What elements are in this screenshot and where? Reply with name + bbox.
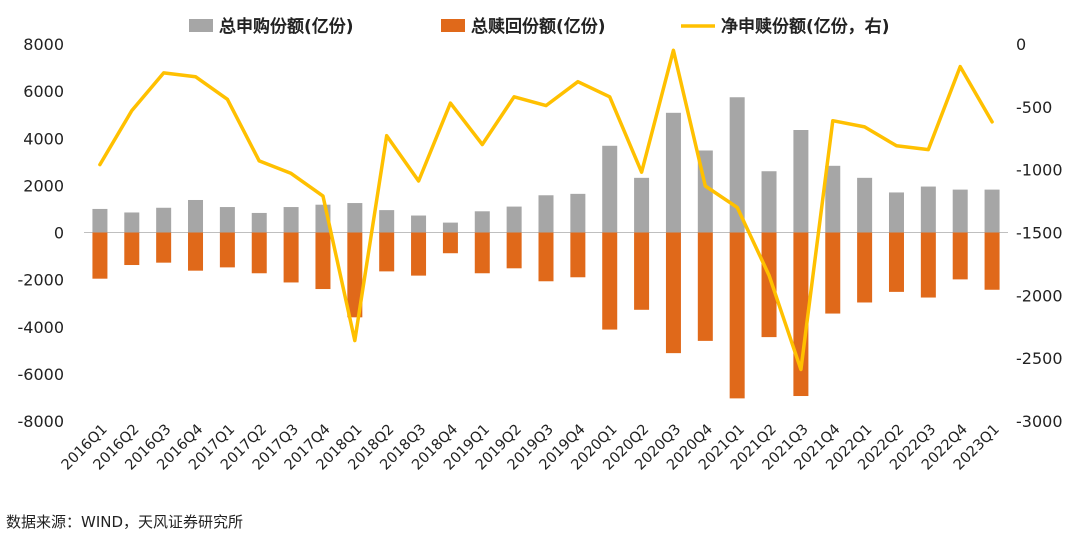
right-y-tick-label: -1500 [1016, 224, 1063, 243]
right-y-tick-label: -1000 [1016, 161, 1063, 180]
left-y-tick-label: -8000 [18, 412, 65, 431]
bar-gross-subscription [474, 211, 490, 233]
bar-gross-redemption [697, 232, 713, 341]
bar-gross-subscription [634, 177, 650, 233]
bar-gross-redemption [888, 232, 904, 292]
bar-gross-redemption [156, 232, 172, 263]
bar-gross-redemption [219, 232, 235, 268]
left-y-tick-label: -2000 [18, 271, 65, 290]
bar-gross-redemption [124, 232, 140, 266]
bar-gross-subscription [602, 145, 618, 233]
bar-gross-subscription [156, 207, 172, 233]
bar-gross-redemption [570, 232, 586, 278]
bar-gross-subscription [379, 210, 395, 233]
bar-gross-redemption [92, 232, 108, 279]
legend: 总申购份额(亿份) 总赎回份额(亿份) 净申赎份额(亿份，右) [189, 16, 890, 37]
legend-item: 总申购份额(亿份) [189, 16, 354, 37]
bar-gross-redemption [474, 232, 490, 274]
legend-item: 总赎回份额(亿份) [441, 16, 606, 37]
right-y-tick-label: -2000 [1016, 286, 1063, 305]
bar-gross-redemption [283, 232, 299, 283]
source-note: 数据来源：WIND，天风证券研究所 [6, 513, 243, 531]
bar-gross-redemption [857, 232, 873, 303]
left-y-tick-label: 4000 [23, 129, 64, 148]
bar-gross-redemption [729, 232, 745, 399]
right-y-tick-label: 0 [1016, 35, 1026, 54]
bar-gross-redemption [952, 232, 968, 280]
right-y-tick-label: -500 [1016, 98, 1052, 117]
bar-gross-subscription [442, 222, 458, 233]
bar-gross-subscription [761, 171, 777, 233]
bar-gross-subscription [219, 207, 235, 233]
bar-gross-redemption [984, 232, 1000, 290]
right-y-tick-label: -2500 [1016, 349, 1063, 368]
bar-gross-redemption [251, 232, 267, 274]
bar-gross-redemption [442, 232, 458, 254]
left-y-tick-label: -6000 [18, 365, 65, 384]
bar-gross-redemption [379, 232, 395, 272]
legend-label: 净申赎份额(亿份，右) [721, 16, 890, 37]
net-subscription-line [98, 48, 994, 372]
bar-gross-subscription [729, 97, 745, 233]
left-y-axis: 8000 6000 4000 2000 0 -2000 -4000 -6000 -8000 [18, 35, 65, 431]
bar-series [92, 97, 1000, 399]
bar-gross-subscription [506, 206, 522, 233]
bar-gross-subscription [124, 212, 140, 233]
legend-swatch [441, 19, 465, 32]
bar-gross-subscription [538, 195, 554, 233]
bar-gross-redemption [665, 232, 681, 354]
bar-gross-redemption [920, 232, 936, 298]
left-y-tick-label: 6000 [23, 82, 64, 101]
left-y-tick-label: 8000 [23, 35, 64, 54]
bar-gross-redemption [793, 232, 809, 397]
bar-gross-subscription [283, 207, 299, 233]
bar-gross-subscription [825, 165, 841, 233]
bar-gross-subscription [92, 208, 108, 233]
bar-gross-redemption [506, 232, 522, 269]
bar-gross-redemption [411, 232, 427, 276]
legend-item: 净申赎份额(亿份，右) [681, 16, 890, 37]
legend-label: 总申购份额(亿份) [219, 16, 354, 37]
bar-gross-redemption [538, 232, 554, 282]
bar-gross-subscription [347, 203, 363, 233]
bar-gross-subscription [570, 193, 586, 233]
bar-gross-redemption [825, 232, 841, 314]
bar-gross-redemption [188, 232, 204, 271]
bar-gross-subscription [665, 112, 681, 233]
bar-gross-subscription [920, 186, 936, 233]
bar-gross-subscription [793, 130, 809, 233]
right-y-axis: 0 -500 -1000 -1500 -2000 -2500 -3000 [1016, 35, 1063, 431]
right-y-tick-label: -3000 [1016, 412, 1063, 431]
bar-gross-redemption [315, 232, 331, 290]
bar-gross-subscription [984, 189, 1000, 233]
bar-gross-subscription [888, 192, 904, 233]
left-y-tick-label: 2000 [23, 176, 64, 195]
left-y-tick-label: 0 [54, 224, 64, 243]
bar-gross-subscription [411, 215, 427, 233]
bar-gross-redemption [602, 232, 618, 330]
bar-gross-redemption [347, 232, 363, 318]
legend-label: 总赎回份额(亿份) [471, 16, 606, 37]
line-series [98, 48, 994, 372]
bar-gross-subscription [251, 212, 267, 233]
bar-gross-redemption [634, 232, 650, 310]
legend-swatch [189, 19, 213, 32]
x-axis: 2016Q12016Q22016Q32016Q42017Q12017Q22017… [59, 422, 1003, 474]
left-y-tick-label: -4000 [18, 318, 65, 337]
bar-gross-redemption [761, 232, 777, 338]
bar-gross-subscription [952, 189, 968, 233]
bar-gross-subscription [188, 199, 204, 233]
bar-gross-subscription [857, 177, 873, 233]
